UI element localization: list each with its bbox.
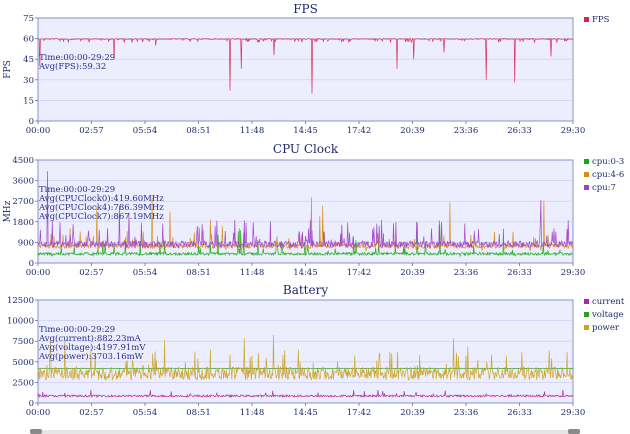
legend-swatch: [584, 325, 589, 330]
y-tick-label: 15: [23, 96, 34, 106]
annotation-line: Time:00:00-29:29: [39, 325, 115, 335]
x-tick-label: 29:30: [561, 268, 586, 278]
legend-label: cpu:7: [592, 183, 616, 193]
x-tick-label: 00:00: [26, 268, 51, 278]
y-tick-label: 1800: [12, 218, 34, 228]
y-tick-label: 0: [29, 399, 34, 409]
chart-title: FPS: [293, 2, 318, 16]
legend-label: power: [592, 323, 620, 333]
annotation-line: Avg(CPUClock4):786.39MHz: [38, 202, 164, 213]
x-tick-label: 26:33: [507, 268, 532, 278]
x-tick-label: 14:45: [293, 126, 318, 136]
x-tick-label: 02:57: [79, 268, 104, 278]
x-tick-label: 20:39: [400, 408, 425, 418]
x-tick-label: 11:48: [240, 126, 265, 136]
x-tick-label: 26:33: [507, 408, 532, 418]
chart-title: Battery: [283, 283, 328, 297]
x-tick-label: 23:36: [454, 408, 479, 418]
x-tick-label: 02:57: [79, 126, 104, 136]
y-tick-label: 10000: [7, 317, 34, 327]
legend-swatch: [584, 17, 589, 22]
y-tick-label: 5000: [12, 358, 34, 368]
legend-label: cpu:0-3: [592, 157, 624, 167]
y-tick-label: 30: [23, 76, 34, 86]
y-tick-label: 3600: [12, 177, 34, 187]
chart-panel-1: CPU Clock MHz 0 900 1800 2700 3600 4500 00:00 02:…: [3, 142, 624, 278]
legend-label: FPS: [592, 15, 610, 25]
x-tick-label: 17:42: [347, 268, 372, 278]
y-tick-label: 45: [23, 55, 34, 65]
y-tick-label: 7500: [12, 337, 34, 347]
x-tick-label: 05:54: [133, 268, 158, 278]
annotation-line: Avg(CPUClock7):867.19MHz: [38, 211, 164, 222]
chart-panel-2: Battery 0 2500 5000 7500 10000 12500 00:00 02:57…: [7, 283, 625, 418]
scroll-handle-left[interactable]: [30, 429, 42, 434]
x-tick-label: 20:39: [400, 268, 425, 278]
x-tick-label: 08:51: [186, 408, 211, 418]
annotation-line: Avg(voltage):4197.91mV: [38, 342, 146, 353]
series-line-power: [37, 334, 574, 382]
x-tick-label: 11:48: [240, 408, 265, 418]
x-tick-label: 14:45: [293, 408, 318, 418]
series-line-voltage: [37, 367, 574, 370]
x-tick-label: 02:57: [79, 408, 104, 418]
legend-label: cpu:4-6: [592, 170, 624, 180]
x-tick-label: 14:45: [293, 268, 318, 278]
annotation-line: Avg(FPS):59.32: [38, 61, 106, 72]
y-tick-label: 4500: [12, 156, 34, 166]
x-tick-label: 20:39: [400, 126, 425, 136]
x-tick-label: 17:42: [347, 408, 372, 418]
y-tick-label: 900: [18, 238, 34, 248]
x-tick-label: 05:54: [133, 126, 158, 136]
x-tick-label: 26:33: [507, 126, 532, 136]
time-scrollbar[interactable]: [30, 430, 580, 434]
annotation-line: Time:00:00-29:29: [39, 185, 115, 195]
x-tick-label: 29:30: [561, 408, 586, 418]
legend-label: current: [592, 297, 625, 307]
y-tick-label: 12500: [7, 296, 34, 306]
y-tick-label: 2500: [12, 378, 34, 388]
legend-swatch: [584, 312, 589, 317]
y-tick-label: 60: [23, 35, 34, 45]
x-tick-label: 11:48: [240, 268, 265, 278]
series-line-cpu-0-3: [37, 222, 574, 258]
y-tick-label: 0: [29, 117, 34, 127]
annotation-line: Avg(current):882.23mA: [38, 333, 142, 344]
legend-swatch: [584, 185, 589, 190]
series-line-current: [37, 389, 574, 399]
annotation-line: Avg(power):3703.16mW: [38, 351, 144, 362]
x-tick-label: 05:54: [133, 408, 158, 418]
plot-area: [37, 299, 574, 404]
chart-title: CPU Clock: [273, 142, 339, 156]
plot-area: [37, 17, 574, 122]
x-tick-label: 29:30: [561, 126, 586, 136]
annotation-line: Time:00:00-29:29: [39, 53, 115, 63]
legend-swatch: [584, 299, 589, 304]
legend-swatch: [584, 172, 589, 177]
legend-swatch: [584, 159, 589, 164]
x-tick-label: 23:36: [454, 126, 479, 136]
x-tick-label: 00:00: [26, 408, 51, 418]
series-line-cpu-4-6: [37, 196, 574, 252]
x-tick-label: 17:42: [347, 126, 372, 136]
annotation-line: Avg(CPUClock0):419.60MHz: [38, 193, 164, 204]
y-tick-label: 0: [29, 259, 34, 269]
scroll-handle-right[interactable]: [568, 429, 580, 434]
x-tick-label: 08:51: [186, 268, 211, 278]
legend-label: voltage: [591, 310, 624, 320]
y-axis-label: FPS: [3, 60, 13, 78]
y-axis-label: MHz: [3, 200, 13, 222]
series-line-FPS: [37, 37, 574, 94]
chart-panel-0: FPS FPS 0 15 30 45 60 75 00:00 02:57 05:54 08:51 11:…: [3, 2, 610, 136]
x-tick-label: 08:51: [186, 126, 211, 136]
series-line-cpu-7: [37, 171, 574, 249]
x-tick-label: 23:36: [454, 268, 479, 278]
x-tick-label: 00:00: [26, 126, 51, 136]
y-tick-label: 75: [23, 14, 34, 24]
y-tick-label: 2700: [12, 197, 34, 207]
